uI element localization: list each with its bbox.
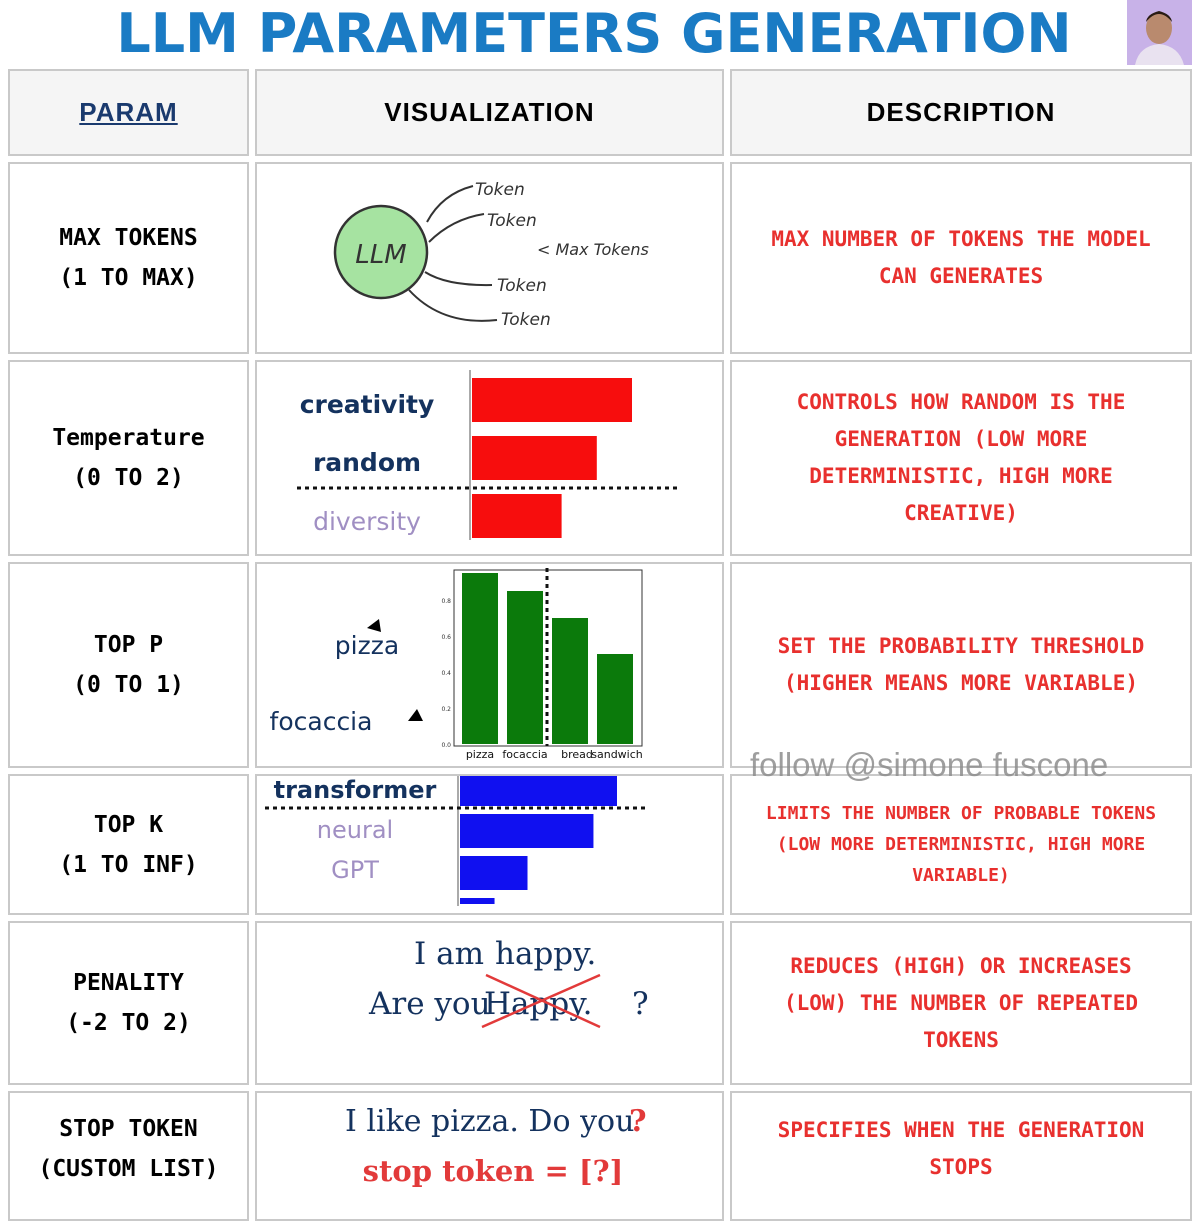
penalty-question: ? (632, 986, 649, 1022)
top-p-category-label: sandwich (591, 748, 643, 761)
penalty-line2: Are you (368, 986, 491, 1022)
temp-label-diversity: diversity (313, 507, 421, 536)
top-p-ytick: 0.0 (441, 742, 451, 749)
llm-node-label: LLM (355, 240, 406, 270)
param-range: (0 TO 1) (73, 672, 184, 698)
param-name: PENALITY (73, 970, 184, 996)
top-p-bar (462, 573, 498, 744)
top-p-ytick: 0.8 (441, 598, 451, 605)
top-p-bar (597, 654, 633, 744)
stop-question-mark: ? (629, 1104, 647, 1139)
penalty-line1: I am (414, 936, 484, 972)
top-p-ytick: 0.4 (441, 670, 451, 677)
param-penality: PENALITY (-2 TO 2) (8, 921, 249, 1085)
strike-line (485, 973, 601, 1029)
max-tokens-note: < Max Tokens (537, 240, 649, 259)
token-label: Token (487, 211, 537, 231)
param-temperature: Temperature (0 TO 2) (8, 360, 249, 556)
top-k-bar (460, 776, 617, 806)
description-penality: REDUCES (HIGH) OR INCREASES (LOW) THE NU… (730, 921, 1192, 1085)
top-p-visualization: pizza focaccia 0.0 0.2 0.4 0.6 0.8 pizza focac… (255, 562, 724, 768)
top-k-bar (460, 814, 594, 848)
watermark: follow @simone fuscone (750, 746, 1109, 783)
token-label: Token (497, 276, 547, 296)
stop-line1: I like pizza. Do you (345, 1104, 634, 1139)
avatar (1127, 0, 1192, 65)
max-tokens-visualization: LLM Token Token Token Token < Max Tokens (255, 162, 724, 354)
page-title: LLM PARAMETERS GENERATION (116, 2, 1072, 65)
param-stop-token: STOP TOKEN (CUSTOM LIST) (8, 1091, 249, 1221)
top-k-bar (460, 856, 528, 890)
visualization-header: VISUALIZATION (255, 69, 724, 156)
token-label: Token (475, 180, 525, 200)
arrow-head (367, 619, 381, 632)
param-max-tokens: MAX TOKENS (1 TO MAX) (8, 162, 249, 354)
token-label: Token (501, 310, 551, 330)
temperature-bar (472, 378, 632, 422)
param-name: TOP P (93, 632, 164, 658)
top-p-bar (552, 618, 588, 744)
temperature-visualization: creativity random diversity (255, 360, 724, 556)
top-p-ytick: 0.6 (441, 634, 451, 641)
param-range: (1 TO MAX) (59, 265, 198, 291)
param-header: PARAM (8, 69, 249, 156)
temp-label-creativity: creativity (300, 390, 435, 419)
top-p-category-label: focaccia (502, 748, 547, 761)
param-name: TOP K (93, 811, 164, 838)
param-name: Temperature (52, 425, 205, 451)
stop-token-expression: stop token = [?] (363, 1154, 624, 1188)
penality-visualization: I am happy. Are you Happy. ? (255, 921, 724, 1085)
top-p-label-pizza: pizza (335, 631, 399, 660)
description-top-p: SET THE PROBABILITY THRESHOLD (HIGHER ME… (730, 562, 1192, 768)
param-range: (0 TO 2) (73, 465, 184, 491)
top-k-visualization: transformer neural GPT (255, 774, 724, 915)
description-stop-token: SPECIFIES WHEN THE GENERATION STOPS (730, 1091, 1192, 1221)
top-p-ytick: 0.2 (441, 706, 451, 713)
llm-node (333, 204, 429, 300)
top-k-label-transformer: transformer (274, 776, 437, 804)
description-temperature: CONTROLS HOW RANDOM IS THE GENERATION (L… (730, 360, 1192, 556)
param-name: STOP TOKEN (59, 1116, 198, 1142)
param-range: (1 TO INF) (59, 851, 198, 878)
description-stop-token-text: SPECIFIES WHEN THE GENERATION STOPS (777, 1118, 1145, 1179)
param-name: MAX TOKENS (59, 225, 198, 251)
top-k-bar (460, 898, 495, 904)
temp-label-random: random (313, 448, 421, 477)
top-p-bar (507, 591, 543, 744)
description-header: DESCRIPTION (730, 69, 1192, 156)
arrow-head (408, 709, 423, 721)
description-top-k: LIMITS THE NUMBER OF PROBABLE TOKENS (LO… (730, 774, 1192, 915)
description-max-tokens: MAX NUMBER OF TOKENS THE MODEL CAN GENER… (730, 162, 1192, 354)
arrow-to-pizza (375, 602, 464, 626)
top-k-label-gpt: GPT (331, 856, 379, 884)
param-range: (-2 TO 2) (66, 1010, 191, 1036)
param-range: (CUSTOM LIST) (38, 1156, 219, 1182)
param-top-p: TOP P (0 TO 1) (8, 562, 249, 768)
top-k-label-neural: neural (317, 816, 393, 844)
top-p-category-label: bread (561, 748, 593, 761)
top-p-category-label: pizza (466, 748, 494, 761)
top-p-label-focaccia: focaccia (270, 707, 373, 736)
stop-token-visualization: I like pizza. Do you ? stop token = [?] (255, 1091, 724, 1221)
temperature-bar (472, 436, 597, 480)
param-header-link[interactable]: PARAM (79, 97, 178, 127)
penalty-word-happy: happy. (495, 936, 596, 972)
temperature-bar (472, 494, 562, 538)
param-top-k: TOP K (1 TO INF) (8, 774, 249, 915)
